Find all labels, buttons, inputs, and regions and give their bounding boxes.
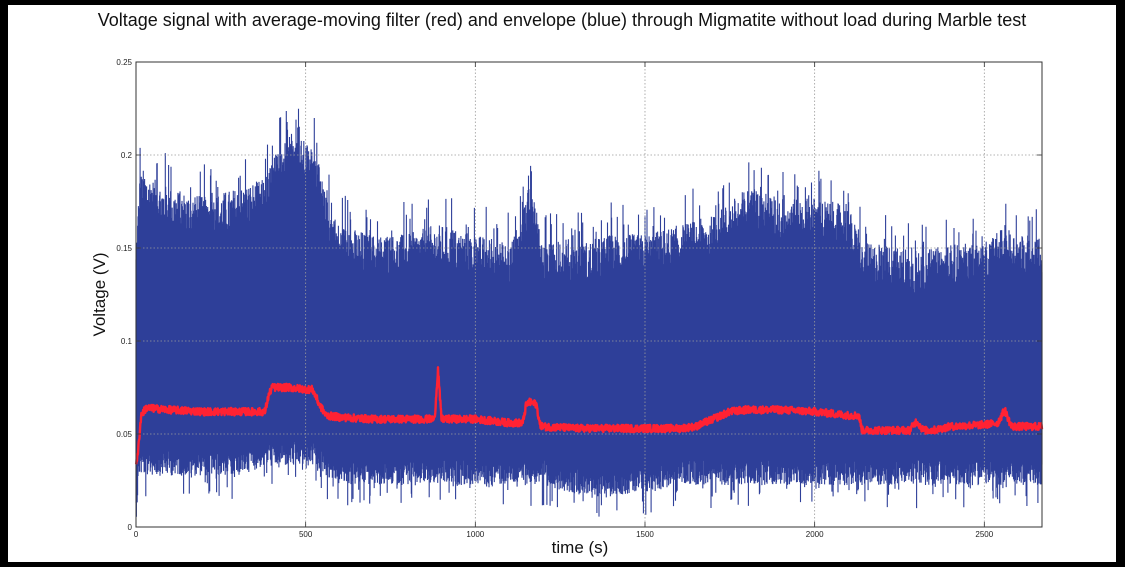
y-tick-label: 0.05 [116, 430, 132, 439]
moving-average-filter-series [134, 366, 1044, 465]
x-tick-label: 500 [299, 530, 313, 539]
x-tick-label: 2000 [806, 530, 824, 539]
plot-area: 0 500 1000 1500 2000 2500 0 0.05 0.1 0.15 0.2 0.25 t… [90, 58, 1044, 557]
chart-frame: Voltage signal with average-moving filte… [8, 5, 1116, 562]
plot-border [135, 61, 1043, 528]
y-tick-label: 0.25 [116, 58, 132, 67]
x-axis-label: time (s) [552, 538, 609, 557]
y-tick-label: 0.15 [116, 244, 132, 253]
envelope-signal-series [135, 108, 1043, 517]
y-tick-label: 0 [128, 523, 133, 532]
x-tick-label: 2500 [975, 530, 993, 539]
y-axis-label: Voltage (V) [90, 252, 109, 336]
x-tick-label: 1500 [636, 530, 654, 539]
x-tick-label: 1000 [466, 530, 484, 539]
x-tick-label: 0 [134, 530, 139, 539]
y-tick-label: 0.2 [121, 151, 133, 160]
y-tick-label: 0.1 [121, 337, 133, 346]
chart-title: Voltage signal with average-moving filte… [97, 10, 1027, 30]
